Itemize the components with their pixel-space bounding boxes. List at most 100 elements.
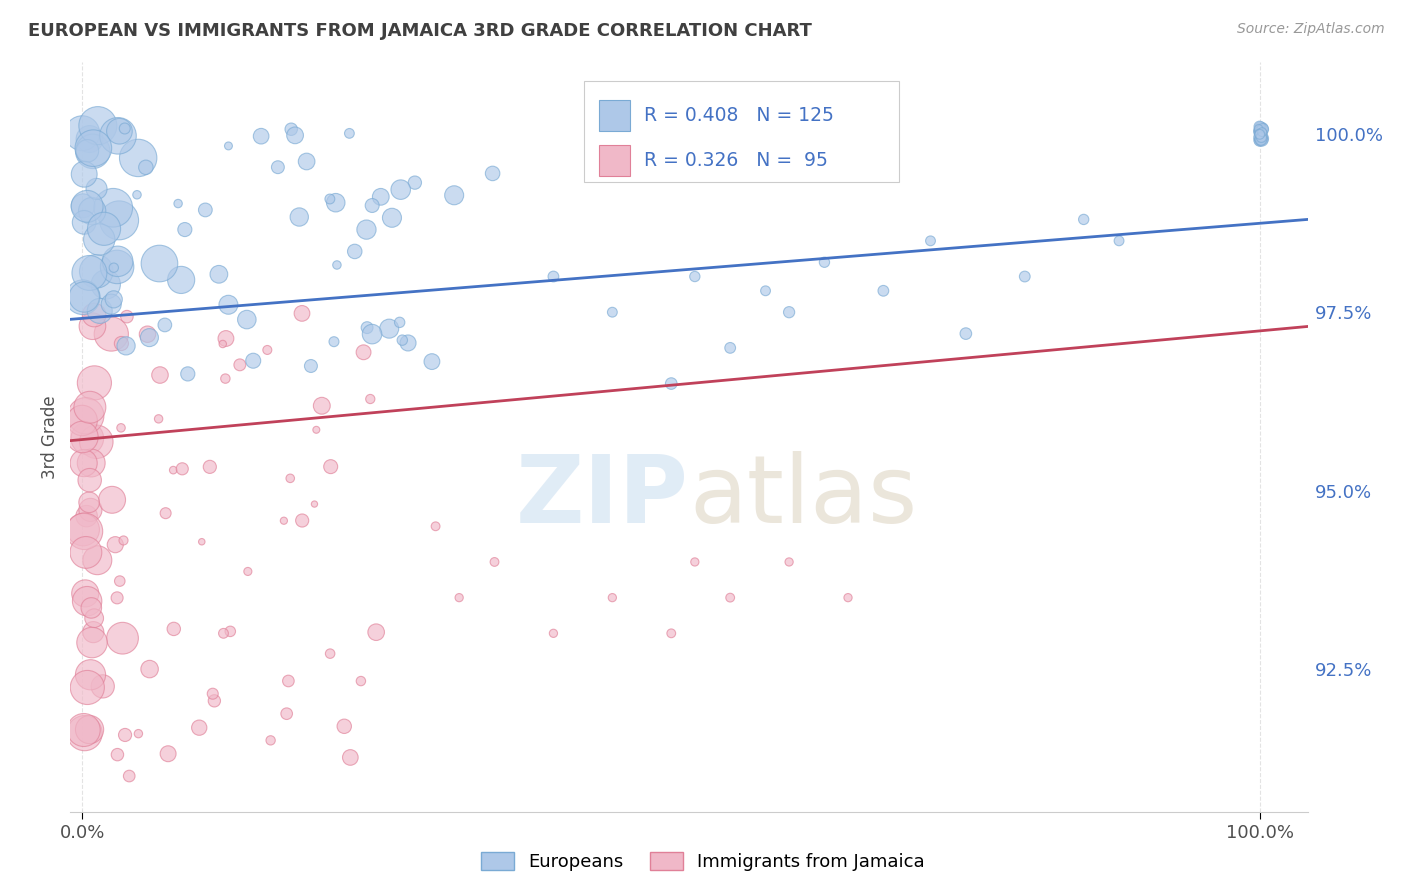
Point — [543, 626, 565, 640]
Point — [1251, 126, 1274, 140]
Point — [111, 631, 134, 645]
Point — [107, 747, 129, 762]
Point — [82, 145, 104, 159]
Point — [325, 195, 347, 210]
Point — [89, 304, 111, 318]
Point — [1249, 133, 1271, 147]
Point — [291, 514, 314, 528]
Point — [76, 681, 98, 695]
Point — [381, 211, 404, 225]
Point — [127, 726, 149, 740]
Point — [194, 202, 217, 217]
Point — [70, 413, 93, 427]
Point — [1073, 212, 1095, 227]
Point — [103, 260, 125, 275]
Legend: Europeans, Immigrants from Jamaica: Europeans, Immigrants from Jamaica — [474, 845, 932, 879]
Point — [94, 277, 117, 292]
Point — [125, 187, 148, 202]
Point — [79, 473, 101, 487]
Point — [77, 495, 100, 509]
Bar — [599, 145, 630, 177]
Point — [100, 297, 122, 311]
Point — [115, 310, 138, 324]
Point — [1250, 128, 1272, 142]
Point — [172, 462, 194, 476]
Point — [79, 401, 101, 415]
Point — [236, 312, 259, 326]
Point — [114, 121, 136, 136]
Point — [356, 222, 378, 236]
Point — [350, 674, 373, 689]
Point — [361, 327, 384, 342]
Point — [1251, 131, 1274, 145]
Text: R = 0.408   N = 125: R = 0.408 N = 125 — [644, 106, 834, 125]
Point — [153, 318, 176, 332]
Point — [273, 514, 295, 528]
Point — [1014, 269, 1036, 284]
Point — [73, 215, 96, 229]
Point — [208, 268, 231, 282]
Y-axis label: 3rd Grade: 3rd Grade — [41, 395, 59, 479]
Point — [236, 565, 259, 579]
Point — [212, 626, 235, 640]
Point — [319, 459, 342, 474]
Point — [177, 367, 200, 381]
Point — [1249, 120, 1271, 135]
Point — [89, 232, 111, 246]
Point — [305, 423, 328, 437]
Point — [76, 431, 98, 445]
Point — [425, 519, 447, 533]
Point — [443, 188, 465, 202]
Point — [217, 139, 239, 153]
Point — [83, 611, 105, 625]
Point — [1249, 133, 1271, 147]
Point — [404, 176, 426, 190]
Point — [107, 254, 129, 268]
Point — [138, 662, 160, 676]
Point — [291, 306, 314, 320]
Point — [920, 234, 942, 248]
Point — [105, 260, 128, 274]
Point — [388, 315, 411, 329]
Point — [1251, 125, 1274, 139]
Point — [484, 555, 506, 569]
Point — [135, 161, 157, 175]
Point — [278, 471, 301, 485]
Point — [311, 399, 333, 413]
Point — [114, 728, 136, 742]
Point — [80, 456, 103, 470]
FancyBboxPatch shape — [583, 81, 900, 182]
Point — [280, 122, 302, 136]
Point — [339, 127, 361, 141]
Point — [1250, 130, 1272, 145]
Point — [872, 284, 894, 298]
Point — [288, 210, 311, 224]
Point — [683, 269, 706, 284]
Point — [108, 574, 131, 588]
Point — [198, 459, 221, 474]
Point — [396, 335, 419, 350]
Point — [202, 694, 225, 708]
Point — [359, 392, 381, 406]
Point — [84, 264, 107, 278]
Point — [72, 430, 94, 444]
Point — [1249, 124, 1271, 138]
Bar — [599, 100, 630, 131]
Point — [188, 721, 211, 735]
Point — [813, 255, 835, 269]
Point — [157, 747, 180, 761]
Point — [1108, 234, 1130, 248]
Point — [1251, 123, 1274, 137]
Point — [138, 330, 160, 344]
Point — [73, 524, 96, 539]
Point — [718, 591, 741, 605]
Point — [339, 750, 361, 764]
Point — [79, 723, 101, 737]
Point — [256, 343, 278, 357]
Point — [481, 166, 503, 180]
Point — [76, 199, 98, 213]
Point — [173, 222, 195, 236]
Point — [75, 545, 97, 559]
Point — [343, 244, 366, 259]
Point — [167, 196, 190, 211]
